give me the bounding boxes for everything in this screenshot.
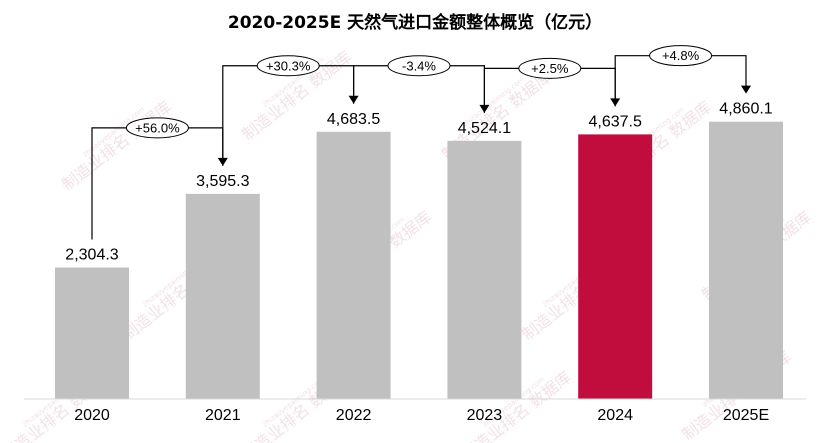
x-tick-2024: 2024 — [597, 407, 633, 424]
watermark-text: 制造业排名 数据库 — [58, 97, 175, 194]
growth-badge — [256, 55, 320, 77]
bar-2025E — [709, 121, 783, 400]
x-tick-2025E: 2025E — [723, 407, 769, 424]
bar-2022 — [316, 131, 391, 399]
bar-2024 — [578, 134, 653, 399]
x-tick-2023: 2023 — [467, 407, 503, 424]
chart-title: 2020-2025E 天然气进口金额整体概览（亿元） — [228, 12, 602, 33]
growth-badge — [649, 45, 713, 67]
x-axis-ticks: 2020 2021 2022 2023 2024 2025E — [74, 407, 769, 424]
growth-connector: +2.5% — [483, 57, 621, 113]
growth-label: +2.5% — [531, 61, 569, 76]
growth-badge — [387, 55, 451, 77]
growth-connectors: +56.0% +30.3% -3.4% +2.5% +4.8% — [91, 45, 751, 240]
growth-connector: -3.4% — [353, 55, 490, 113]
data-label-2025E: 4,860.1 — [719, 101, 772, 118]
x-tick-2020: 2020 — [74, 407, 110, 424]
growth-connector: +4.8% — [614, 45, 751, 107]
connector-arrowhead — [741, 85, 751, 94]
growth-label: +4.8% — [662, 48, 700, 63]
bar-2020 — [55, 267, 129, 399]
data-label-2022: 4,683.5 — [327, 111, 380, 128]
growth-connector: +30.3% — [222, 55, 359, 166]
growth-label: -3.4% — [402, 58, 436, 73]
growth-badge — [125, 117, 189, 139]
bar-2021 — [185, 193, 260, 399]
x-tick-2022: 2022 — [336, 407, 372, 424]
data-label-2020: 2,304.3 — [65, 247, 118, 264]
x-tick-2021: 2021 — [205, 407, 241, 424]
growth-label: +30.3% — [266, 58, 311, 73]
bar-2023 — [447, 140, 522, 399]
data-label-2021: 3,595.3 — [196, 173, 249, 190]
growth-badge — [518, 57, 582, 79]
growth-connector: +56.0% — [91, 117, 228, 240]
data-label-2024: 4,637.5 — [589, 113, 642, 130]
bars: 2,304.3 3,595.3 4,683.5 4,524.1 4,637.5 4,860… — [55, 101, 783, 400]
growth-label: +56.0% — [135, 120, 180, 135]
data-label-2023: 4,524.1 — [458, 120, 511, 137]
